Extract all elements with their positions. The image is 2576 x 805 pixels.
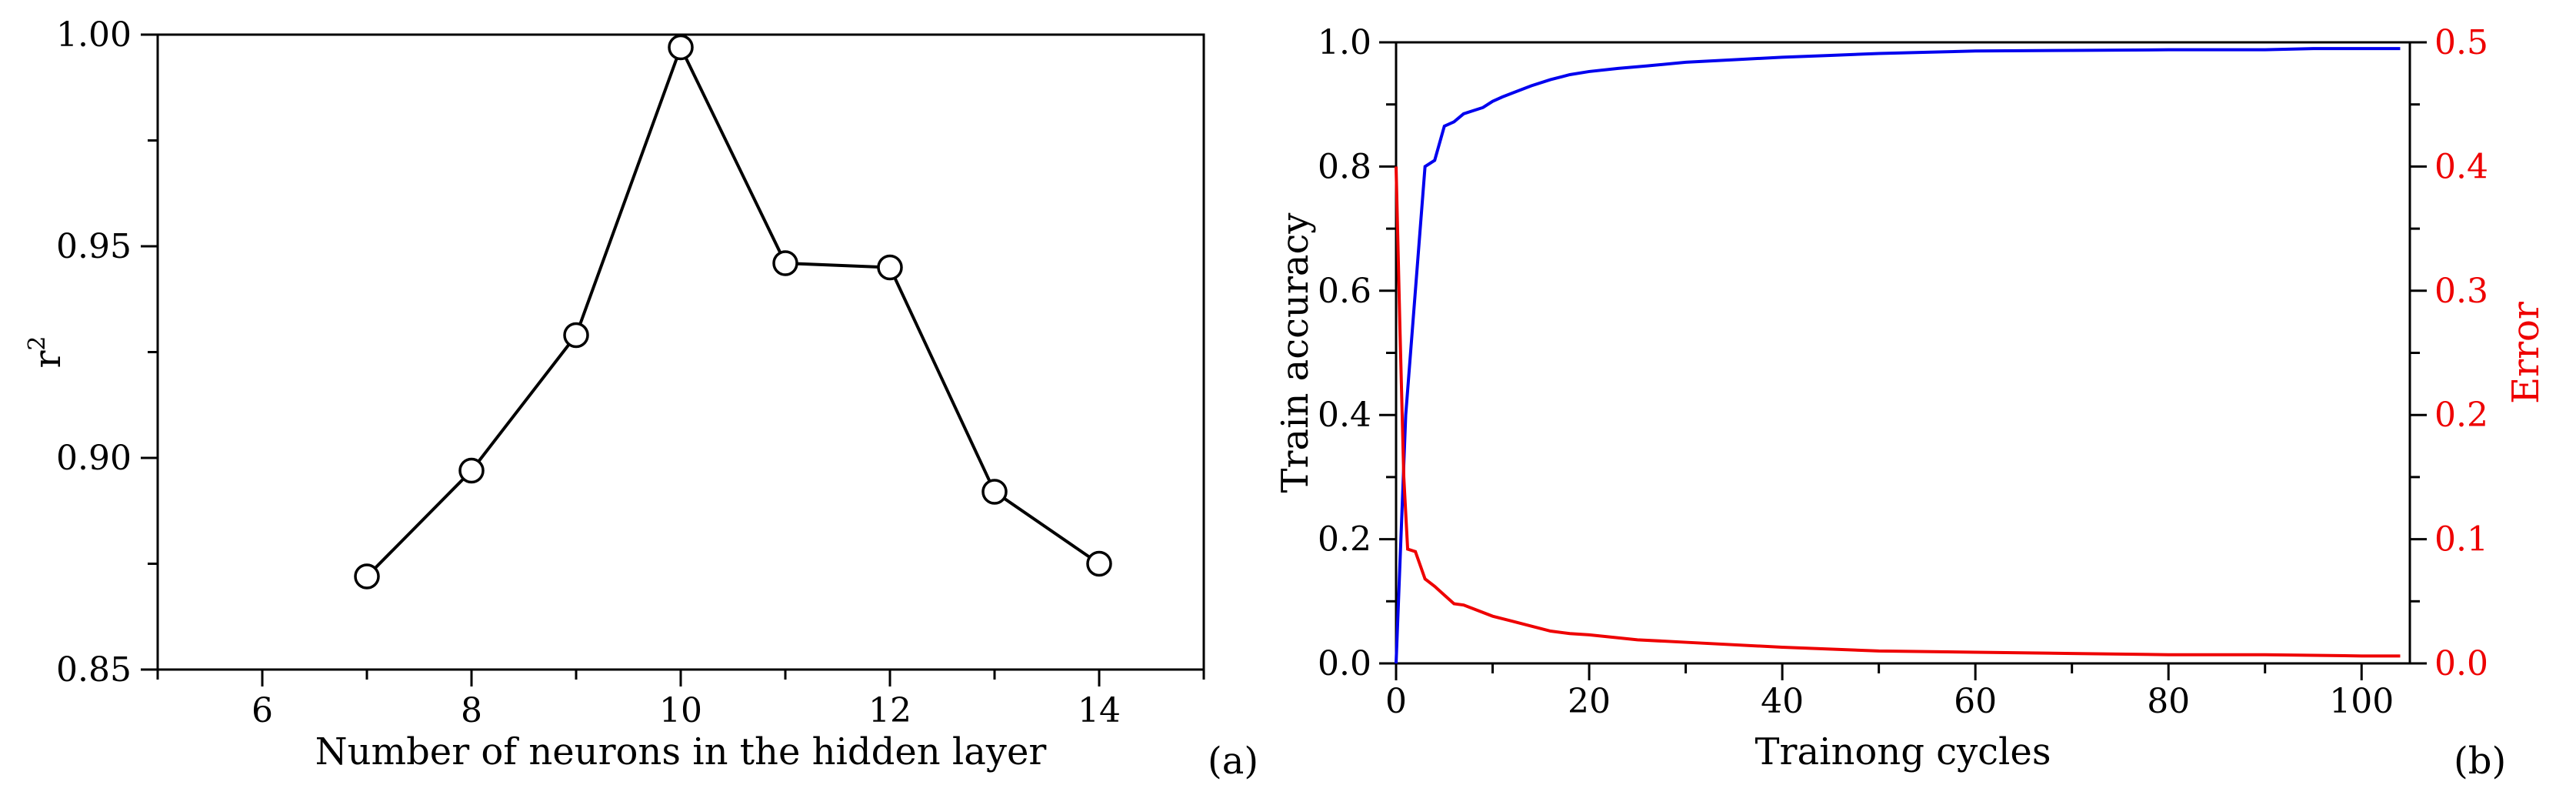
panel-b-x-tick-label: 80 (2147, 682, 2190, 721)
panel-b-y-tick-label: 0.2 (1318, 520, 1371, 559)
panel-a-y-axis-label-superscript: 2 (24, 336, 51, 350)
panel-a-data-point (458, 457, 485, 484)
panel-b-train-accuracy-line (1395, 47, 2401, 664)
panel-a-data-point (772, 250, 798, 276)
panel-a-label: (a) (1208, 740, 1258, 783)
panel-a-data-point (563, 322, 589, 349)
panel-b-y2-tick-label: 0.5 (2434, 23, 2488, 62)
panel-a-y-tick-label: 0.85 (56, 650, 132, 690)
panel-b-chart: 0 20 40 60 80 100 0.0 0.2 0.4 0.6 0.8 1.0 0.0 0.1 0.2 0… (1274, 23, 2548, 783)
panel-a-series-line (365, 43, 1101, 578)
panel-b-y2-axis-label: Error (2504, 302, 2548, 404)
panel-b-y-tick-label: 0.8 (1318, 147, 1371, 186)
panel-a-y-axis-label: r2 (24, 336, 69, 368)
panel-a-y-tick-label: 0.95 (56, 227, 132, 266)
panel-b-x-tick-label: 0 (1385, 682, 1407, 721)
panel-a-x-tick-label: 6 (252, 691, 273, 730)
panel-b-y-tick-label: 0.6 (1318, 272, 1371, 311)
panel-b-y2-tick-label: 0.3 (2434, 272, 2488, 311)
panel-a-data-point (877, 254, 903, 281)
panel-a-data-point (1086, 550, 1112, 577)
panel-b-y-tick-label: 0.4 (1318, 396, 1371, 435)
panel-a-data-point (354, 563, 380, 590)
panel-a-data-point (981, 479, 1008, 505)
panel-a-x-tick-label: 8 (461, 691, 482, 730)
panel-b-y2-tick-label: 0.2 (2434, 396, 2488, 435)
panel-a-data-point (668, 34, 694, 61)
panel-b-y2-tick-label: 0.4 (2434, 147, 2488, 186)
panel-b-x-tick-label: 60 (1954, 682, 1997, 721)
panel-b-x-tick-label: 40 (1761, 682, 1804, 721)
panel-b-label: (b) (2454, 740, 2506, 783)
panel-b-y-axis-label: Train accuracy (1274, 213, 1317, 493)
panel-a-chart: 6 8 10 12 14 0.85 0.90 0.95 1.00 Number of neuro… (24, 15, 1258, 783)
panel-b-axes: 0 20 40 60 80 100 0.0 0.2 0.4 0.6 0.8 1.0 0.0 0.1 0.2 0… (1318, 23, 2488, 721)
panel-a-x-tick-label: 10 (659, 691, 702, 730)
panel-a-x-axis-label: Number of neurons in the hidden layer (315, 730, 1047, 773)
panel-b-error-line (1395, 166, 2401, 658)
panel-a-x-tick-label: 12 (868, 691, 911, 730)
panel-b-y-tick-label: 0.0 (1318, 644, 1371, 683)
panel-b-x-tick-label: 20 (1568, 682, 1611, 721)
panel-b-y-tick-label: 1.0 (1318, 23, 1371, 62)
panel-a-y-axis-label-base: r (26, 351, 69, 369)
panel-b-y2-tick-label: 0.1 (2434, 520, 2488, 559)
panel-a-y-tick-label: 1.00 (56, 15, 132, 55)
panel-a-axes: 6 8 10 12 14 0.85 0.90 0.95 1.00 (56, 15, 1205, 730)
panel-b-x-axis-label: Trainong cycles (1755, 730, 2051, 773)
panel-b-y2-tick-label: 0.0 (2434, 644, 2488, 683)
panel-b-x-tick-label: 100 (2329, 682, 2394, 721)
panel-a-y-tick-label: 0.90 (56, 439, 132, 478)
panel-a-x-tick-label: 14 (1078, 691, 1121, 730)
panel-a-markers (354, 34, 1112, 590)
